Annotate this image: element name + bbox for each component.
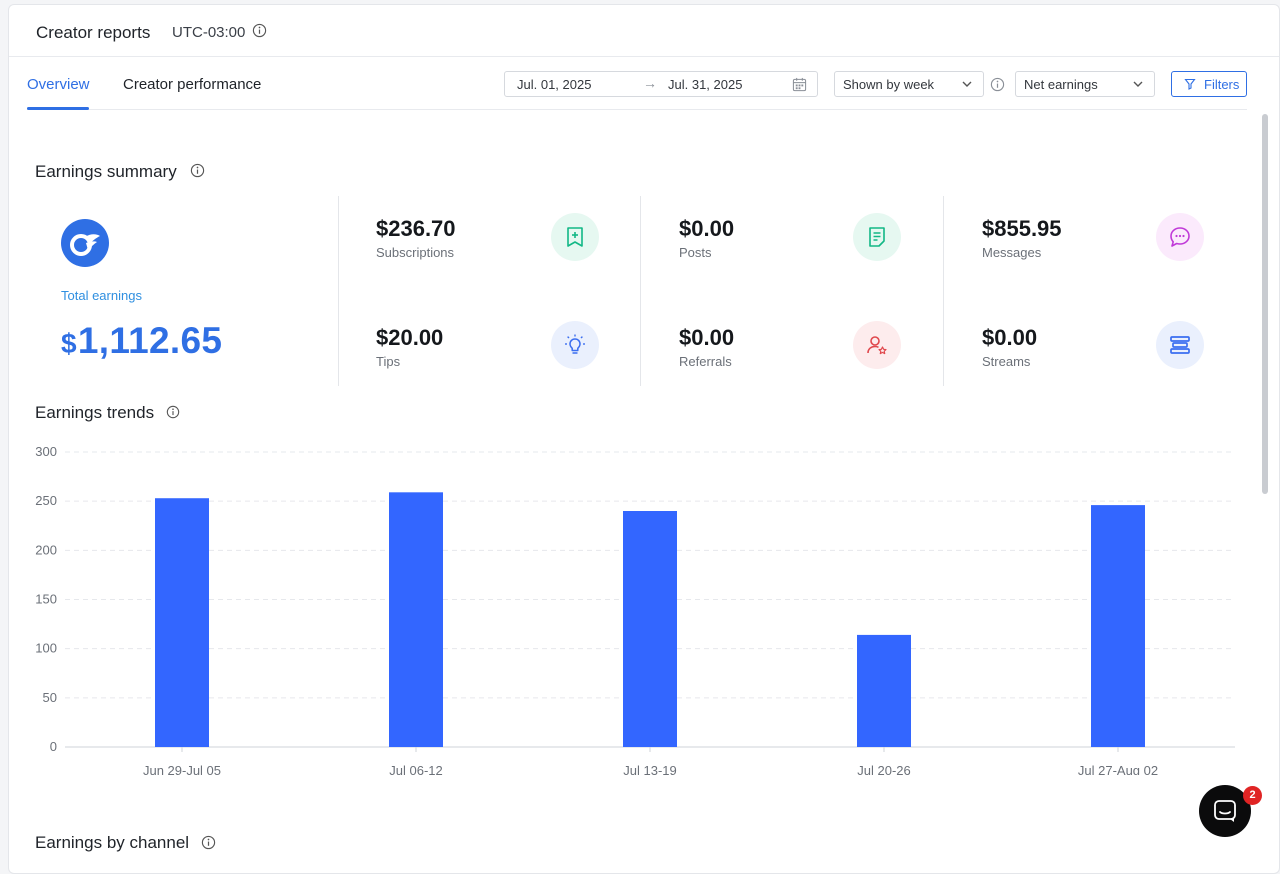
- x-tick-label: Jul 20-26: [857, 763, 910, 775]
- tabs-row: Overview Creator performance: [27, 64, 1247, 110]
- chevron-down-icon: [961, 78, 973, 93]
- calendar-icon[interactable]: [792, 77, 807, 95]
- bookmark-plus-icon: [551, 213, 599, 261]
- chart-bar[interactable]: [389, 492, 443, 747]
- filter-icon: [1184, 78, 1196, 93]
- metric-select-value: Net earnings: [1024, 77, 1098, 92]
- messages-value: $855.95: [982, 216, 1062, 241]
- messages-label: Messages: [982, 245, 1042, 260]
- brand-logo-icon: [61, 219, 109, 267]
- timezone-label: UTC-03:00: [172, 24, 246, 41]
- grouping-select-value: Shown by week: [843, 77, 935, 92]
- tab-creator-performance[interactable]: Creator performance: [123, 76, 262, 93]
- earnings-trends-chart: 0 50 100 150 200 250 300 Jun 29-Jul 05 Jul 06-12…: [35, 444, 1235, 775]
- total-earnings-currency: $: [61, 328, 77, 359]
- info-icon[interactable]: [190, 163, 205, 183]
- earnings-summary-title: Earnings summary: [35, 162, 177, 181]
- notification-badge: 2: [1243, 786, 1262, 805]
- info-icon[interactable]: [201, 835, 216, 855]
- referrals-value: $0.00: [679, 325, 735, 350]
- x-tick-label: Jul 06-12: [389, 763, 442, 775]
- info-icon[interactable]: [166, 405, 180, 424]
- date-range-picker[interactable]: Jul. 01, 2025 → Jul. 31, 2025: [504, 71, 818, 97]
- active-tab-indicator: [27, 107, 89, 110]
- chevron-down-icon: [1132, 78, 1144, 93]
- total-earnings-amount: 1,112.65: [77, 320, 223, 361]
- document-icon: [853, 213, 901, 261]
- divider: [338, 196, 339, 386]
- posts-value: $0.00: [679, 216, 735, 241]
- y-tick-label: 150: [35, 592, 57, 607]
- y-tick-label: 0: [50, 739, 57, 754]
- streams-icon: [1156, 321, 1204, 369]
- subscriptions-value: $236.70: [376, 216, 456, 241]
- arrow-right-icon: →: [643, 75, 657, 91]
- filters-label: Filters: [1204, 77, 1240, 92]
- filters-button[interactable]: Filters: [1171, 71, 1247, 97]
- x-tick-label: Jun 29-Jul 05: [143, 763, 221, 775]
- grouping-select[interactable]: Shown by week: [834, 71, 984, 97]
- end-date[interactable]: Jul. 31, 2025: [668, 77, 743, 92]
- subscriptions-label: Subscriptions: [376, 245, 455, 260]
- y-tick-label: 50: [43, 690, 57, 705]
- tab-overview[interactable]: Overview: [27, 76, 90, 93]
- chart-bar[interactable]: [857, 634, 911, 747]
- y-tick-label: 300: [35, 444, 57, 459]
- referrals-label: Referrals: [679, 354, 732, 369]
- streams-value: $0.00: [982, 325, 1038, 350]
- vertical-scrollbar[interactable]: [1262, 114, 1268, 494]
- info-icon[interactable]: [252, 23, 267, 43]
- metric-select[interactable]: Net earnings: [1015, 71, 1155, 97]
- info-icon[interactable]: [990, 77, 1005, 97]
- chat-icon: [1214, 800, 1236, 822]
- divider: [640, 196, 641, 386]
- earnings-by-channel-title: Earnings by channel: [35, 833, 190, 852]
- chat-launcher-button[interactable]: [1199, 785, 1251, 837]
- start-date[interactable]: Jul. 01, 2025: [517, 77, 592, 92]
- chart-bar[interactable]: [623, 511, 677, 747]
- y-tick-label: 250: [35, 493, 57, 508]
- earnings-trends-title: Earnings trends: [35, 403, 155, 422]
- total-earnings-value: $1,112.65: [61, 320, 222, 362]
- tips-value: $20.00: [376, 325, 444, 350]
- posts-label: Posts: [679, 245, 712, 260]
- chart-bar[interactable]: [155, 498, 209, 747]
- y-tick-label: 100: [35, 641, 57, 656]
- x-tick-label: Jul 27-Aug 02: [1078, 763, 1158, 775]
- chart-bar[interactable]: [1091, 505, 1145, 747]
- user-star-icon: [853, 321, 901, 369]
- divider: [943, 196, 944, 386]
- tips-label: Tips: [376, 354, 401, 369]
- chat-bubble-icon: [1156, 213, 1204, 261]
- streams-label: Streams: [982, 354, 1031, 369]
- header-bar: Creator reports UTC-03:00: [9, 5, 1279, 57]
- page-title: Creator reports: [36, 23, 151, 42]
- x-tick-label: Jul 13-19: [623, 763, 676, 775]
- y-tick-label: 200: [35, 542, 57, 557]
- lightbulb-icon: [551, 321, 599, 369]
- total-earnings-label: Total earnings: [61, 288, 142, 303]
